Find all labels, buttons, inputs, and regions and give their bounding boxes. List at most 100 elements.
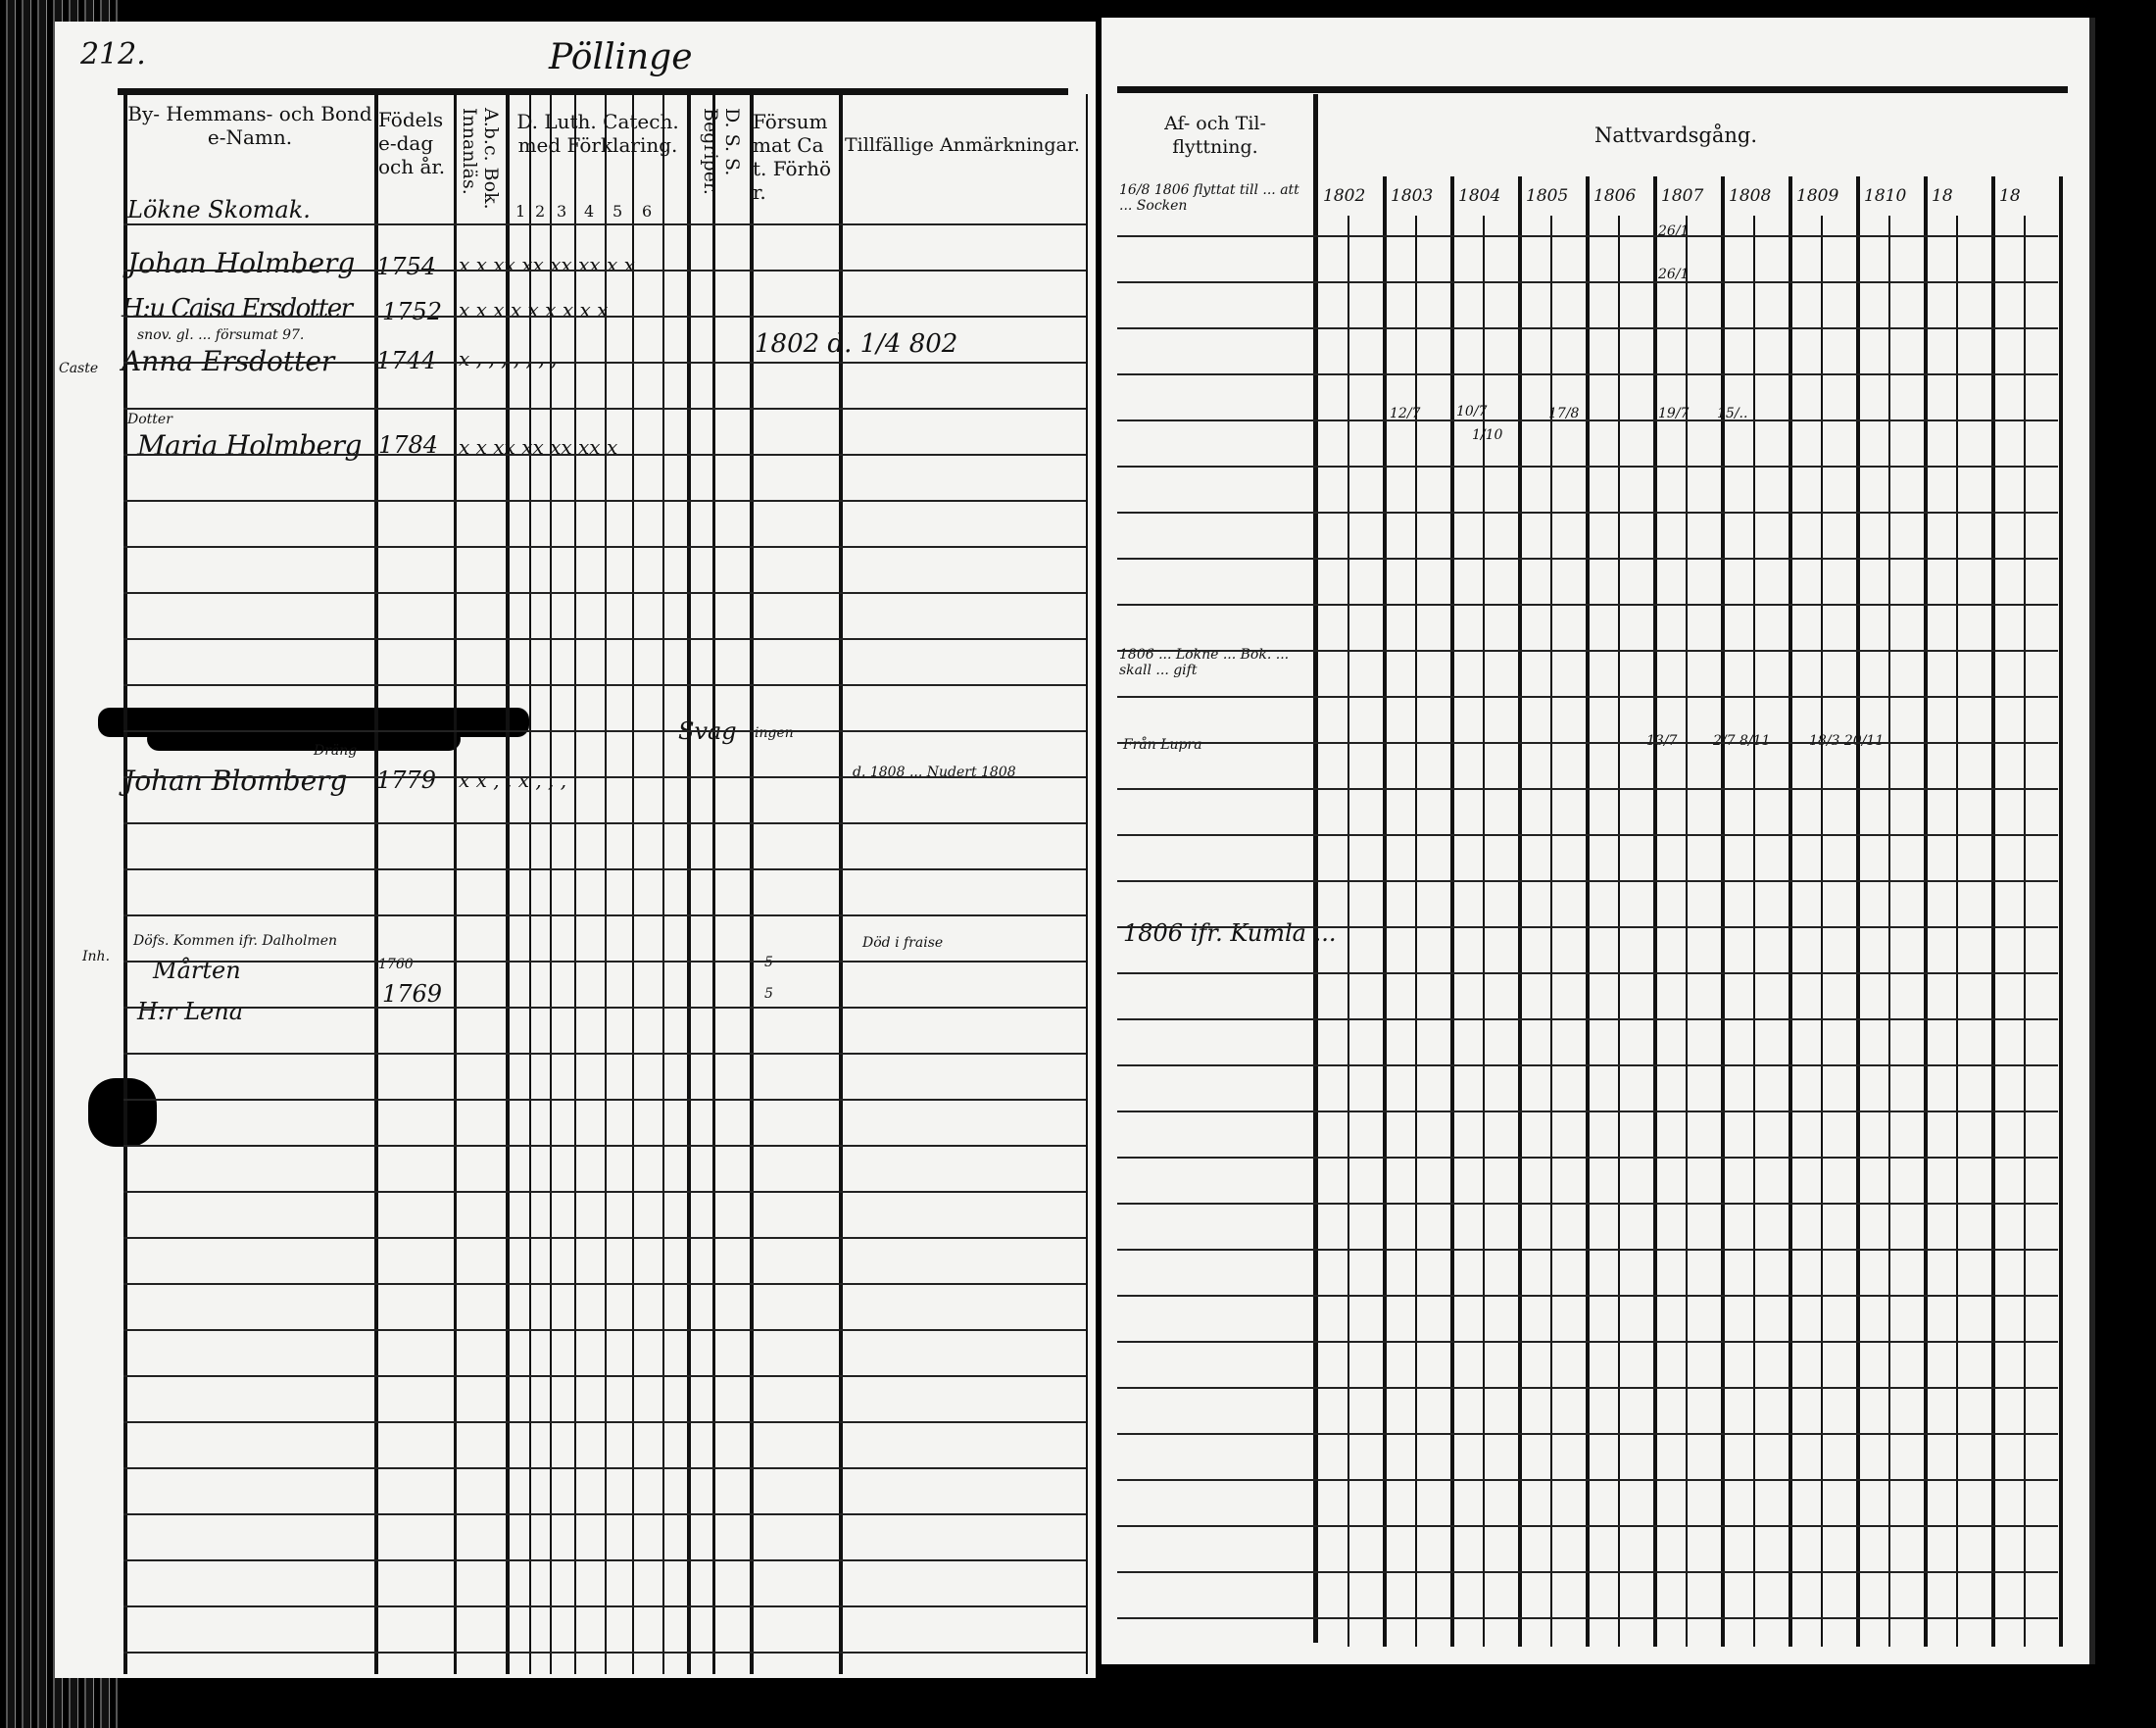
ink-blot: [88, 1078, 157, 1147]
row-rule: [123, 223, 1086, 225]
header-catechism: D. Luth. Catech. med Förklaring.: [516, 110, 679, 157]
row-rule: [1117, 1341, 2058, 1343]
entry-name: H:u Caisa Ersdotter: [122, 294, 353, 323]
row-rule: [123, 914, 1086, 916]
year-header: 1803: [1391, 186, 1434, 206]
entry-marks: x x xx xx xx xx x x: [459, 253, 635, 276]
entry-name: Johan Holmberg: [127, 247, 356, 279]
column-rule: [550, 94, 552, 1674]
catechism-part-label: 4: [584, 202, 595, 221]
header-name: By- Hemmans- och Bonde-Namn.: [127, 102, 372, 149]
moving-note: 1806 ifr. Kumla ...: [1123, 919, 1337, 947]
column-rule: [1348, 216, 1349, 1647]
entry-year: 1744: [376, 347, 437, 374]
column-rule: [2059, 176, 2063, 1647]
year-header: 1809: [1796, 186, 1839, 206]
entry-dss: 5: [764, 986, 773, 1002]
row-rule: [123, 1375, 1086, 1377]
row-rule: [123, 500, 1086, 502]
entry-note: snov. gl. ... försumat 97.: [137, 327, 305, 343]
column-rule: [712, 94, 715, 1674]
row-rule: [123, 1007, 1086, 1009]
column-rule: [529, 94, 531, 1674]
entry-year: 1760: [378, 957, 414, 972]
column-rule: [1721, 176, 1725, 1647]
row-rule: [1117, 604, 2058, 606]
row-rule: [1117, 1387, 2058, 1389]
row-rule: [123, 408, 1086, 410]
communion-mark: 17/8: [1548, 406, 1580, 421]
row-rule: [123, 730, 1086, 732]
row-rule: [123, 1237, 1086, 1239]
row-rule: [1117, 466, 2058, 468]
entry-name: Johan Blomberg: [123, 765, 348, 797]
row-rule: [1117, 1433, 2058, 1435]
year-header: 1807: [1661, 186, 1704, 206]
header-rule: [1117, 86, 2068, 93]
row-rule: [123, 1652, 1086, 1654]
row-rule: [1117, 512, 2058, 514]
column-rule: [1586, 176, 1590, 1647]
row-rule: [1117, 373, 2058, 375]
row-rule: [1117, 696, 2058, 698]
column-rule: [1550, 216, 1552, 1647]
entry-name: H:r Lena: [137, 998, 244, 1025]
column-rule: [506, 94, 510, 1674]
row-rule: [123, 1329, 1086, 1331]
row-rule: [1117, 327, 2058, 329]
row-rule: [1117, 1018, 2058, 1020]
row-rule: [123, 684, 1086, 686]
entry-prefix: Caste: [59, 361, 99, 376]
entry-year: 1754: [376, 253, 437, 280]
header-birth: Födelse-dag och år.: [378, 108, 446, 178]
row-rule: [123, 776, 1086, 778]
header-rule: [118, 88, 1068, 95]
entry-remark: 1802 d. 1/4 802: [755, 329, 958, 359]
column-rule: [1518, 176, 1522, 1647]
row-rule: [123, 1191, 1086, 1193]
row-rule: [1117, 1295, 2058, 1297]
column-rule: [1788, 176, 1792, 1647]
header-dss: D. S. S. Begriper.: [700, 108, 743, 195]
column-rule: [1991, 176, 1995, 1647]
header-abc: A.b.c. Bok. Innanläs.: [459, 108, 502, 210]
entry-name: Maria Holmberg: [137, 429, 362, 462]
row-rule: [123, 454, 1086, 456]
row-rule: [123, 1559, 1086, 1561]
row-rule: [123, 1283, 1086, 1285]
row-rule: [1117, 834, 2058, 836]
row-rule: [1117, 281, 2058, 283]
year-header: 18: [1932, 186, 1953, 206]
column-rule: [687, 94, 691, 1674]
row-rule: [123, 546, 1086, 548]
column-rule: [1383, 176, 1387, 1647]
row-rule: [1117, 558, 2058, 560]
row-rule: [123, 1513, 1086, 1515]
row-rule: [1117, 1617, 2058, 1619]
year-header: 1806: [1593, 186, 1637, 206]
column-rule: [1653, 176, 1657, 1647]
entry-line: Döfs. Kommen ifr. Dalholmen: [133, 933, 337, 949]
communion-mark: 18/3 20/11: [1809, 733, 1885, 749]
row-rule: [123, 1145, 1086, 1147]
year-header: 1810: [1864, 186, 1907, 206]
header-moving: Af- och Til- flyttning.: [1164, 113, 1266, 158]
row-rule: [123, 1099, 1086, 1101]
year-header: 1802: [1323, 186, 1366, 206]
header-remarks: Tillfällige Anmärkningar.: [845, 134, 1080, 156]
entry-prefix: Dotter: [127, 412, 172, 427]
column-rule: [2024, 216, 2026, 1647]
column-rule: [1856, 176, 1860, 1647]
row-rule: [1117, 788, 2058, 790]
header-neglected: Försummat Cat. Förhör.: [753, 110, 832, 204]
row-rule: [1117, 1525, 2058, 1527]
communion-mark: 26/1: [1658, 267, 1690, 282]
column-rule: [1313, 94, 1318, 1643]
household-title: Lökne Skomak.: [127, 196, 311, 223]
entry-year: 1779: [376, 766, 437, 794]
row-rule: [1117, 972, 2058, 974]
column-rule: [1450, 176, 1454, 1647]
column-rule: [1888, 216, 1890, 1647]
column-rule: [605, 94, 607, 1674]
row-rule: [123, 638, 1086, 640]
